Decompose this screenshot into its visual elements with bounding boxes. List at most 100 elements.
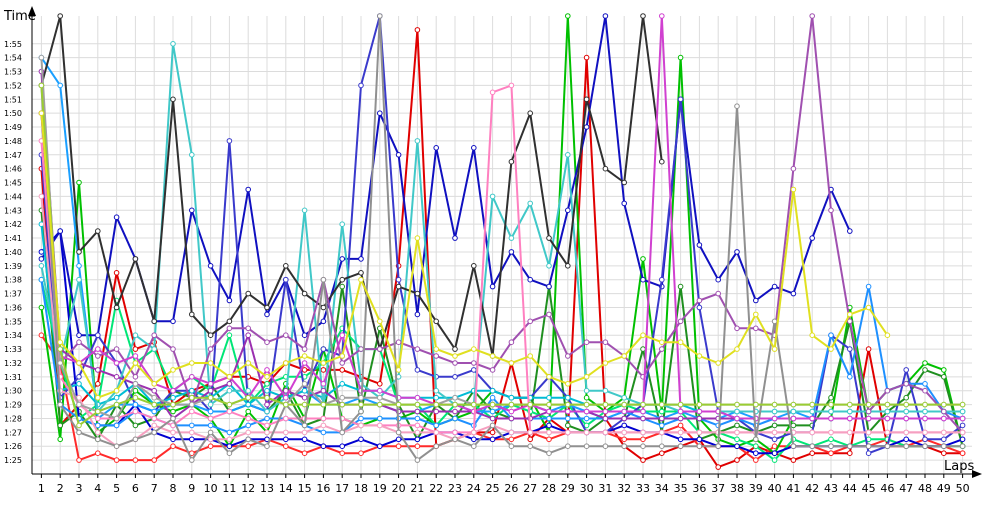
data-point	[57, 13, 64, 19]
data-point	[884, 429, 891, 436]
data-point	[38, 193, 45, 200]
x-tick-label: 35	[674, 482, 688, 495]
y-tick-label: 1:29	[4, 401, 22, 410]
data-point	[640, 13, 646, 19]
data-point	[151, 346, 157, 352]
y-tick-label: 1:45	[4, 179, 22, 188]
data-point	[95, 367, 101, 373]
data-point	[113, 443, 120, 450]
data-point	[170, 443, 176, 450]
data-point	[903, 394, 910, 401]
data-point	[113, 415, 120, 422]
data-point	[508, 82, 515, 89]
data-point	[151, 332, 157, 339]
data-point	[452, 429, 458, 436]
x-tick-label: 38	[730, 482, 744, 495]
data-point	[95, 436, 101, 443]
data-point	[565, 408, 571, 415]
series-13	[38, 13, 665, 359]
data-point	[76, 332, 82, 339]
data-point	[865, 283, 872, 290]
data-point	[677, 443, 684, 450]
data-point	[38, 256, 45, 262]
data-point	[226, 374, 233, 380]
data-point	[565, 152, 571, 158]
x-tick-label: 25	[486, 482, 500, 495]
data-point	[508, 429, 515, 436]
x-tick-labels: 1 2 3 4 5 6 7 8 9 10 11 12 13 14 15 16 17 18 19 20 21 22 23 24 2…	[38, 482, 970, 495]
data-point	[377, 401, 383, 408]
data-point	[339, 429, 346, 436]
data-point	[734, 325, 740, 332]
data-point	[395, 152, 402, 158]
data-point	[57, 436, 64, 443]
data-point	[546, 374, 552, 380]
data-point	[508, 436, 515, 443]
data-point	[922, 381, 928, 387]
data-point	[583, 394, 590, 401]
data-point	[734, 249, 740, 255]
data-point	[602, 339, 609, 346]
data-point	[151, 415, 157, 422]
data-point	[922, 367, 928, 373]
y-tick-label: 1:54	[4, 54, 22, 63]
data-point	[264, 415, 270, 422]
data-point	[715, 401, 722, 408]
data-point	[903, 381, 910, 387]
data-point	[283, 387, 289, 394]
data-point	[207, 436, 214, 443]
data-point	[922, 401, 928, 408]
data-point	[527, 429, 534, 436]
data-point	[320, 415, 327, 422]
y-tick-label: 1:39	[4, 262, 22, 271]
data-point	[527, 110, 534, 116]
data-point	[452, 374, 458, 380]
data-point	[207, 387, 214, 394]
data-point	[226, 429, 233, 436]
data-point	[941, 415, 947, 422]
data-point	[38, 110, 45, 116]
data-point	[903, 429, 910, 436]
data-point	[847, 408, 853, 415]
data-point	[76, 457, 82, 463]
data-point	[602, 429, 609, 436]
data-point	[377, 394, 383, 401]
x-tick-label: 44	[843, 482, 857, 495]
data-point	[659, 339, 665, 346]
data-point	[640, 457, 646, 463]
data-point	[433, 145, 440, 151]
data-point	[527, 443, 534, 450]
data-point	[583, 387, 590, 394]
data-point	[659, 408, 665, 415]
x-tick-label: 28	[542, 482, 556, 495]
data-point	[245, 360, 251, 366]
data-point	[847, 450, 853, 457]
data-point	[95, 422, 101, 429]
data-point	[414, 429, 421, 436]
data-point	[113, 360, 120, 366]
y-tick-label: 1:40	[4, 248, 22, 257]
data-point	[809, 401, 816, 408]
data-point	[640, 436, 646, 443]
data-point	[189, 422, 195, 429]
data-point	[151, 387, 157, 394]
data-point	[377, 415, 383, 422]
y-tick-label: 1:25	[4, 456, 22, 465]
series-22	[38, 110, 891, 401]
data-point	[226, 325, 233, 332]
data-point	[113, 346, 120, 352]
data-point	[640, 256, 646, 262]
data-point	[189, 401, 195, 408]
data-point	[941, 367, 947, 373]
data-point	[132, 401, 139, 408]
data-point	[207, 263, 214, 269]
data-point	[452, 401, 458, 408]
data-point	[245, 186, 251, 193]
data-point	[959, 422, 966, 429]
x-tick-label: 7	[151, 482, 158, 495]
data-point	[696, 304, 703, 311]
data-point	[527, 436, 534, 443]
data-point	[301, 422, 308, 429]
y-tick-label: 1:46	[4, 165, 22, 174]
